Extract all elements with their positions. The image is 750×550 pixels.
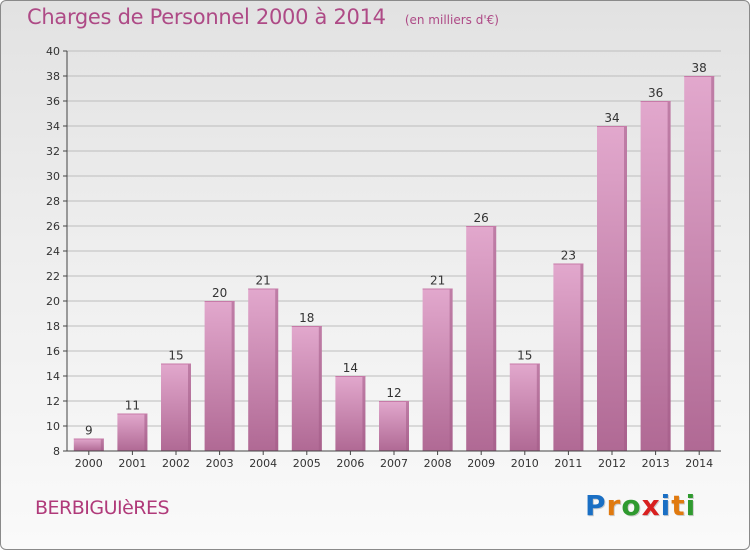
bar-edge [406,401,409,451]
x-tick-label: 2004 [249,457,277,470]
x-tick-label: 2009 [467,457,495,470]
bar [117,413,148,451]
title-row: Charges de Personnel 2000 à 2014 (en mil… [27,5,499,29]
bar [379,401,409,451]
bar-edge [580,263,584,451]
y-tick-label: 24 [46,245,60,258]
x-tick-label: 2001 [118,457,146,470]
bar [597,126,627,451]
x-tick-label: 2002 [162,457,190,470]
logo-letter: i [685,489,697,522]
y-tick-label: 28 [46,195,60,208]
bar [509,363,540,451]
y-tick-label: 16 [46,345,60,358]
y-tick-label: 38 [46,70,60,83]
y-tick-label: 40 [46,45,60,58]
bars [73,76,715,451]
y-tick-label: 26 [46,220,60,233]
logo-letter: P [585,489,607,522]
bar-edge [231,301,235,451]
y-tick-label: 8 [53,445,60,458]
commune-name: BERBIGUIèRES [35,497,170,519]
data-label: 34 [604,111,619,125]
y-tick-label: 20 [46,295,60,308]
bar [335,376,366,451]
bar [291,326,322,451]
x-tick-label: 2013 [642,457,670,470]
data-labels: 9 11 15 20 21 18 14 12 21 26 15 23 34 36 38 [85,61,707,438]
data-label: 21 [256,274,271,288]
data-label: 15 [517,349,532,363]
bar-edge [624,126,627,451]
x-tick-label: 2003 [206,457,234,470]
bar-edge [536,363,540,451]
x-tick-label: 2000 [75,457,103,470]
data-label: 26 [474,211,489,225]
bar-edge [711,76,715,451]
x-tick-label: 2011 [554,457,582,470]
y-tick-label: 12 [46,395,60,408]
x-tick-label: 2010 [511,457,539,470]
x-tick-label: 2014 [685,457,713,470]
data-label: 9 [85,424,93,438]
bar [73,438,104,451]
y-tick-label: 34 [46,120,60,133]
data-label: 15 [168,349,183,363]
bar [684,76,715,451]
bar [553,263,584,451]
data-label: 36 [648,86,663,100]
y-tick-label: 32 [46,145,60,158]
chart-title: Charges de Personnel 2000 à 2014 [27,5,386,29]
y-tick-label: 22 [46,270,60,283]
bar-edge [275,288,279,451]
y-tick-label: 36 [46,95,60,108]
data-label: 18 [299,311,314,325]
x-tick-label: 2008 [424,457,452,470]
data-label: 21 [430,274,445,288]
logo-letter: t [671,489,686,522]
logo-letter: o [621,489,642,522]
bar [466,226,497,451]
bar-edge [493,226,497,451]
bar-edge [362,376,366,451]
logo-letter: x [641,489,661,522]
data-label: 11 [125,399,140,413]
bar [248,288,279,451]
data-label: 12 [386,386,401,400]
chart-subtitle: (en milliers d'€) [404,13,499,27]
bar [422,288,453,451]
data-label: 38 [692,61,707,75]
y-tick-label: 14 [46,370,60,383]
x-tick-label: 2012 [598,457,626,470]
logo-letter: i [660,489,672,522]
bar-edge [100,438,104,451]
x-tick-label: 2006 [336,457,364,470]
logo-letter: r [606,489,622,522]
y-tick-label: 18 [46,320,60,333]
bar-edge [188,363,191,451]
bar [161,363,191,451]
proxiti-logo: Proxiti [585,489,696,522]
axes: 8 10 12 14 16 18 20 22 24 26 28 30 32 34 36 38 40 2000 200… [46,45,721,470]
bar-edge [144,413,148,451]
x-tick-label: 2005 [293,457,321,470]
data-label: 14 [343,361,358,375]
data-label: 23 [561,249,576,263]
data-label: 20 [212,286,227,300]
bar [640,101,671,451]
y-tick-label: 30 [46,170,60,183]
bar-edge [449,288,453,451]
x-tick-label: 2007 [380,457,408,470]
y-tick-label: 10 [46,420,60,433]
bar [204,301,235,451]
bar-edge [318,326,322,451]
bar-edge [667,101,671,451]
